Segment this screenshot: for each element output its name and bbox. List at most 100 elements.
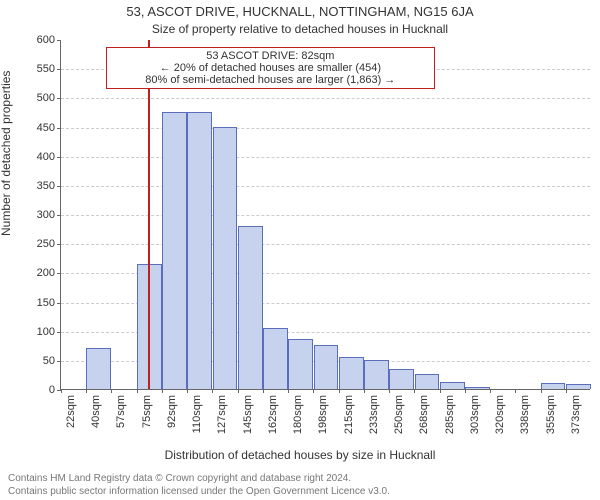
x-tick-label: 162sqm [267,395,279,434]
annotation-line: ← 20% of detached houses are smaller (45… [113,62,428,74]
x-axis-label: Distribution of detached houses by size … [0,448,600,462]
x-tick-mark [364,389,365,393]
histogram-bar [566,384,591,389]
y-tick-mark [57,215,61,216]
gridline-h [61,215,590,216]
histogram-bar [162,112,187,389]
y-tick-mark [57,303,61,304]
chart-title: 53, ASCOT DRIVE, HUCKNALL, NOTTINGHAM, N… [0,4,600,19]
chart-subtitle: Size of property relative to detached ho… [0,22,600,36]
x-tick-mark [465,389,466,393]
x-tick-label: 285sqm [444,395,456,434]
y-tick-mark [57,186,61,187]
x-tick-label: 355sqm [545,395,557,434]
annotation-line: 53 ASCOT DRIVE: 82sqm [113,50,428,62]
gridline-h [61,244,590,245]
x-tick-label: 198sqm [317,395,329,434]
annotation-line: 80% of semi-detached houses are larger (… [113,74,428,86]
x-tick-mark [541,389,542,393]
x-tick-mark [263,389,264,393]
x-tick-label: 75sqm [141,395,153,428]
y-axis-label: Number of detached properties [0,71,13,236]
x-tick-label: 373sqm [570,395,582,434]
histogram-bar [415,374,440,389]
y-tick-label: 500 [37,92,55,104]
y-tick-label: 400 [37,151,55,163]
y-tick-label: 150 [37,297,55,309]
x-tick-mark [313,389,314,393]
histogram-bar [440,382,465,389]
x-tick-mark [137,389,138,393]
y-tick-mark [57,361,61,362]
histogram-bar [86,348,111,389]
x-tick-mark [440,389,441,393]
x-tick-mark [187,389,188,393]
x-tick-mark [212,389,213,393]
gridline-h [61,128,590,129]
x-tick-mark [86,389,87,393]
histogram-bar [465,387,490,389]
y-tick-label: 550 [37,63,55,75]
annotation-box: 53 ASCOT DRIVE: 82sqm← 20% of detached h… [106,47,435,89]
y-tick-mark [57,332,61,333]
histogram-bar [314,345,339,389]
x-tick-mark [414,389,415,393]
x-tick-mark [162,389,163,393]
histogram-bar [288,339,313,389]
footer-attribution: Contains HM Land Registry data © Crown c… [8,473,592,498]
x-tick-mark [389,389,390,393]
y-tick-mark [57,40,61,41]
gridline-h [61,98,590,99]
x-tick-mark [339,389,340,393]
x-tick-label: 250sqm [393,395,405,434]
histogram-bar [364,360,389,389]
x-tick-label: 233sqm [368,395,380,434]
y-tick-label: 200 [37,267,55,279]
x-tick-mark [490,389,491,393]
x-tick-mark [111,389,112,393]
x-tick-label: 40sqm [90,395,102,428]
y-tick-mark [57,273,61,274]
y-tick-label: 0 [49,384,55,396]
y-tick-label: 350 [37,180,55,192]
plot-area: 05010015020025030035040045050055060022sq… [60,40,590,390]
x-tick-mark [61,389,62,393]
x-tick-label: 57sqm [115,395,127,428]
y-tick-mark [57,98,61,99]
x-tick-label: 338sqm [519,395,531,434]
histogram-bar [339,357,364,389]
y-tick-label: 250 [37,238,55,250]
x-tick-mark [515,389,516,393]
x-tick-label: 215sqm [343,395,355,434]
x-tick-label: 268sqm [418,395,430,434]
histogram-chart: 53, ASCOT DRIVE, HUCKNALL, NOTTINGHAM, N… [0,0,600,500]
gridline-h [61,157,590,158]
histogram-bar [263,328,288,389]
y-tick-label: 600 [37,34,55,46]
x-tick-label: 127sqm [216,395,228,434]
property-marker-line [148,40,150,389]
y-tick-label: 100 [37,326,55,338]
x-tick-label: 180sqm [292,395,304,434]
x-tick-label: 92sqm [166,395,178,428]
x-tick-mark [238,389,239,393]
histogram-bar [238,226,263,389]
y-tick-label: 50 [43,355,55,367]
footer-line-1: Contains HM Land Registry data © Crown c… [8,473,592,486]
y-tick-mark [57,244,61,245]
y-tick-mark [57,157,61,158]
gridline-h [61,186,590,187]
histogram-bar [213,127,238,390]
y-tick-mark [57,69,61,70]
x-tick-label: 320sqm [494,395,506,434]
histogram-bar [541,383,566,389]
histogram-bar [389,369,414,389]
x-tick-label: 22sqm [65,395,77,428]
x-tick-mark [566,389,567,393]
x-tick-label: 303sqm [469,395,481,434]
x-tick-mark [288,389,289,393]
histogram-bar [187,112,212,389]
y-tick-mark [57,128,61,129]
x-tick-label: 110sqm [191,395,203,433]
x-tick-label: 145sqm [242,395,254,434]
